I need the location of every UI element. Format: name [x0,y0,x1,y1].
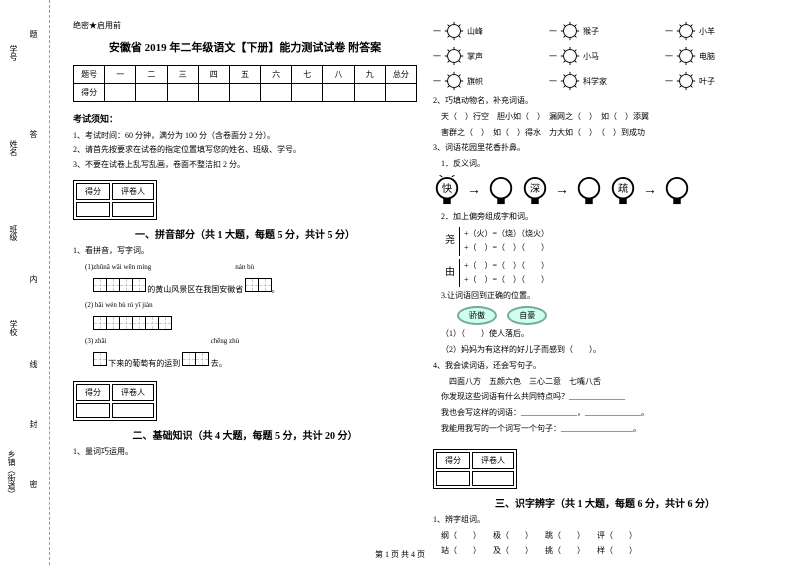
gear-row: 一山峰 一猴子 一小羊 [433,20,777,42]
secret-label: 绝密★启用前 [73,20,417,31]
grader-box: 得分评卷人 [73,381,157,421]
q2-line: 害群之（ ） 如（ ）得水 力大如（ ） （ ）到成功 [433,127,777,140]
section-3-title: 三、识字辨字（共 1 大题，每题 6 分，共计 6 分） [433,495,777,510]
word-oval: 自豪 [507,306,547,325]
gear-icon [443,70,465,92]
score-table: 题号一二三四五六七八九总分 得分 [73,65,417,102]
bracket-group: 尧 +（火）=（烧）（烧火） +（ ）=（ ）（ ） [445,227,777,256]
q3-blank: （1）（ ）使人落后。 [433,328,777,341]
svg-text:疏: 疏 [618,182,628,195]
word-oval: 骄傲 [457,306,497,325]
arrow-icon: → [467,183,481,199]
grid-row [73,314,417,332]
q3-sub3: 3.让词语回到正确的位置。 [433,290,777,303]
bracket-group: 由 +（ ）=（ ）（ ） +（ ）=（ ）（ ） [445,259,777,288]
q4-line: 我能用我写的一个词写一个句子：__________________。 [433,423,777,436]
pinyin: (2) bǎi wén bù rú yī jiàn [73,300,417,311]
q4-words: 四面八方 五颜六色 三心二意 七嘴八舌 [433,376,777,389]
bind-mark: 密 [28,480,39,488]
bind-label: 班级 [8,225,19,241]
bulb-icon [663,175,691,207]
bind-mark: 封 [28,420,39,428]
svg-text:快: 快 [442,183,452,195]
binding-margin: 题 学号 答 姓名 班级 内 学校 线 封 乡镇（街道） 密 [0,0,50,565]
pinyin: (3) zhāi [85,337,107,345]
bind-label: 乡镇（街道） [6,450,17,498]
right-column: 一山峰 一猴子 一小羊 一掌声 一小马 一电脑 一旗帜 一科学家 一叶子 2、巧… [425,20,785,555]
instruction-item: 1、考试时间：60 分钟，满分为 100 分（含卷面分 2 分）。 [73,129,417,143]
arrow-icon: → [643,183,657,199]
q-bianzi-title: 1、辨字组词。 [433,514,777,527]
grid-row: 的黄山风景区在我国安徽省 。 [73,277,417,297]
gear-row: 一掌声 一小马 一电脑 [433,45,777,67]
gear-icon [675,20,697,42]
pinyin: (1)zhǔnǎ wǎi wēn míng [85,263,151,271]
bulb-icon: 深 [521,175,549,207]
pinyin: nán bù [235,263,254,271]
left-column: 绝密★启用前 安徽省 2019 年二年级语文【下册】能力测试试卷 附答案 题号一… [65,20,425,555]
bind-mark: 答 [28,130,39,138]
gear-icon [443,45,465,67]
gear-icon [675,70,697,92]
bind-mark: 线 [28,360,39,368]
bind-label: 学校 [8,320,19,336]
bulb-row: 快 → 深 → 疏 → [433,175,777,207]
q4-line: 你发现这些词语有什么共同特点吗？______________ [433,391,777,404]
gear-row: 一旗帜 一科学家 一叶子 [433,70,777,92]
q3-title: 3、词语花园里花香扑鼻。 [433,142,777,155]
grader-box: 得分评卷人 [433,449,517,489]
bulb-icon: 快 [433,175,461,207]
q1-title: 1、看拼音，写字词。 [73,245,417,258]
exam-title: 安徽省 2019 年二年级语文【下册】能力测试试卷 附答案 [73,39,417,55]
gear-icon [675,45,697,67]
bianzi-row: 纲（ ）极（ ）跳（ ）评（ ） [433,530,777,543]
instruction-item: 2、请首先按要求在试卷的指定位置填写您的姓名、班级、学号。 [73,143,417,157]
bind-label: 姓名 [8,140,19,156]
gear-icon [559,45,581,67]
q3-blank: （2）妈妈为有这样的好儿子而感到（ ）。 [433,344,777,357]
svg-text:深: 深 [530,183,540,195]
page-footer: 第 1 页 共 4 页 [0,549,800,560]
q4-line: 我也会写这样的词语：______________，______________。 [433,407,777,420]
bind-label: 学号 [8,45,19,61]
q2-title: 2、巧填动物名，补充词语。 [433,95,777,108]
bulb-icon: 疏 [609,175,637,207]
arrow-icon: → [555,183,569,199]
instructions-title: 考试须知： [73,112,417,125]
section-2-title: 二、基础知识（共 4 大题，每题 5 分，共计 20 分） [73,427,417,442]
instruction-item: 3、不要在试卷上乱写乱画，卷面不整洁扣 2 分。 [73,158,417,172]
bulb-icon [575,175,603,207]
bind-mark: 内 [28,275,39,283]
gear-icon [559,70,581,92]
q-liangci: 1、量词巧运用。 [73,446,417,459]
bind-mark: 题 [28,30,39,38]
pinyin: chēng zhù [211,337,240,345]
gear-icon [559,20,581,42]
q2-line: 天（ ）行空 胆小如（ ） 漏网之（ ） 如（ ）添翼 [433,111,777,124]
gear-icon [443,20,465,42]
q3-sub2: 2．加上偏旁组成字和词。 [433,211,777,224]
grader-box: 得分评卷人 [73,180,157,220]
q3-sub1: 1．反义词。 [433,158,777,171]
bulb-icon [487,175,515,207]
q4-title: 4、我会读词语，还会写句子。 [433,360,777,373]
instructions: 考试须知： 1、考试时间：60 分钟，满分为 100 分（含卷面分 2 分）。 … [73,112,417,172]
oval-row: 骄傲 自豪 [433,306,777,325]
grid-row: 下来的葡萄有的运到 去。 [73,351,417,371]
section-1-title: 一、拼音部分（共 1 大题，每题 5 分，共计 5 分） [73,226,417,241]
